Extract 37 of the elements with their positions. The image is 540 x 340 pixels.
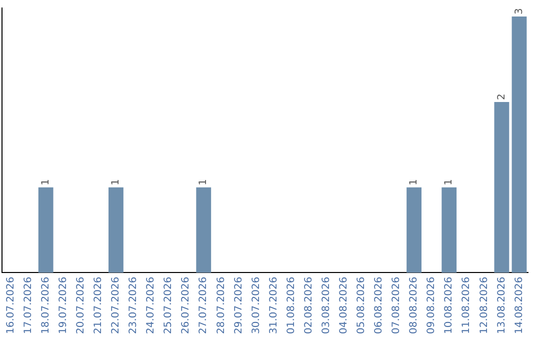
x-tick-label: 18.07.2026 xyxy=(40,276,52,334)
x-tick-label: 28.07.2026 xyxy=(216,276,227,334)
x-tick-label: 05.08.2026 xyxy=(356,276,368,334)
x-tick-label: 06.08.2026 xyxy=(374,276,385,334)
x-tick-label: 03.08.2026 xyxy=(320,276,332,334)
x-tick-label: 30.07.2026 xyxy=(250,276,262,334)
x-tick-label: 31.07.2026 xyxy=(268,276,280,334)
x-tick-label: 24.07.2026 xyxy=(146,276,157,334)
x-tick-label: 23.07.2026 xyxy=(128,276,140,334)
x-tick-label: 29.07.2026 xyxy=(233,276,244,334)
data-label: 2 xyxy=(496,94,508,100)
x-tick-label: 08.08.2026 xyxy=(408,276,420,334)
x-tick-label: 07.08.2026 xyxy=(391,276,402,334)
x-tick-label: 21.07.2026 xyxy=(93,276,104,334)
data-label: 1 xyxy=(110,178,122,186)
x-tick-label: 14.08.2026 xyxy=(514,276,525,334)
x-tick-label: 22.07.2026 xyxy=(110,276,122,334)
x-tick-label: 04.08.2026 xyxy=(338,276,350,334)
data-label: 3 xyxy=(514,8,525,15)
x-tick-label: 17.07.2026 xyxy=(22,276,34,334)
x-tick-label: 27.07.2026 xyxy=(198,276,210,334)
x-tick-label: 20.07.2026 xyxy=(75,276,86,334)
x-tick-label: 01.08.2026 xyxy=(286,276,297,334)
x-tick-label: 19.07.2026 xyxy=(58,276,69,334)
x-tick-label: 16.07.2026 xyxy=(5,276,16,334)
data-label: 1 xyxy=(444,178,455,186)
x-tick-label: 02.08.2026 xyxy=(303,276,314,334)
x-tick-label: 10.08.2026 xyxy=(444,276,455,334)
data-label: 1 xyxy=(408,178,420,186)
x-tick-label: 13.08.2026 xyxy=(496,276,508,334)
data-label: 1 xyxy=(198,178,210,186)
x-tick-label: 09.08.2026 xyxy=(426,276,438,334)
x-tick-label: 26.07.2026 xyxy=(180,276,192,334)
x-tick-label: 12.08.2026 xyxy=(478,276,490,334)
x-tick-label: 25.07.2026 xyxy=(163,276,174,334)
x-tick-label: 11.08.2026 xyxy=(461,276,472,334)
data-label: 1 xyxy=(40,178,52,186)
